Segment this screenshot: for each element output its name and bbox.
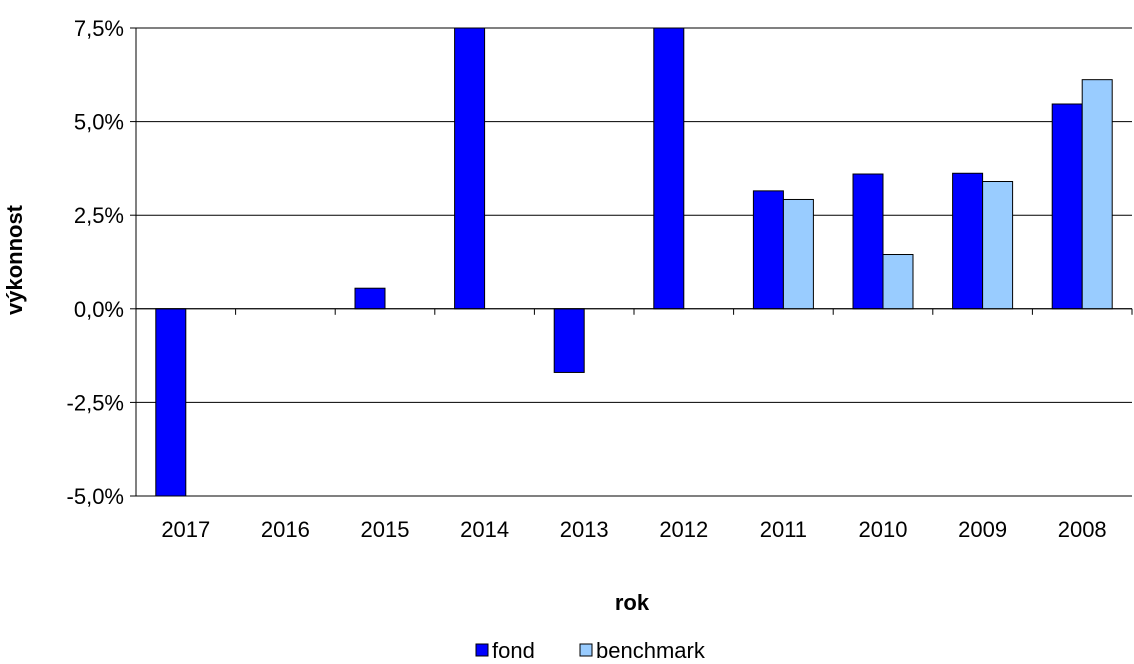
x-tick-label: 2017: [161, 517, 210, 542]
axes: [130, 27, 1133, 497]
y-tick-labels: -5,0% -2,5% 0,0% 2,5% 5,0% 7,5%: [67, 16, 124, 509]
bar-benchmark-2010: [882, 254, 914, 310]
bar-benchmark-2011: [782, 198, 814, 310]
x-tick-label: 2016: [261, 517, 310, 542]
bar-fond-2013: [553, 308, 585, 373]
x-tick-label: 2008: [1058, 517, 1107, 542]
bar-benchmark-2008: [1081, 79, 1113, 310]
bar-fond-2009: [952, 172, 984, 310]
bar-fond-2014: [454, 27, 486, 310]
x-tick-label: 2012: [659, 517, 708, 542]
y-tick-label: 0,0%: [74, 297, 124, 322]
legend-swatch-fond: [475, 643, 489, 657]
x-tick-labels: 2017 2016 2015 2014 2013 2012 2011 2010 2009 2008: [161, 517, 1106, 542]
bar-fond-2012: [653, 27, 685, 310]
legend-label-benchmark: benchmark: [596, 638, 706, 663]
x-tick-label: 2014: [460, 517, 509, 542]
y-tick-label: -2,5%: [67, 390, 124, 415]
bar-benchmark-2009: [982, 181, 1014, 310]
y-tick-label: 7,5%: [74, 16, 124, 41]
y-tick-label: 5,0%: [74, 110, 124, 135]
y-tick-label: 2,5%: [74, 203, 124, 228]
legend-swatch-benchmark: [579, 643, 593, 657]
y-tick-label: -5,0%: [67, 484, 124, 509]
y-axis-title: výkonnost: [2, 204, 27, 315]
legend: fond benchmark: [475, 638, 706, 663]
bar-fond-2011: [752, 190, 784, 310]
x-tick-label: 2010: [859, 517, 908, 542]
bar-fond-2015: [354, 287, 386, 310]
x-tick-label: 2013: [560, 517, 609, 542]
bar-fond-2008: [1051, 103, 1083, 310]
x-tick-label: 2011: [760, 517, 807, 542]
x-tick-label: 2009: [958, 517, 1007, 542]
x-tick-label: 2015: [361, 517, 410, 542]
x-axis-title: rok: [615, 590, 650, 615]
bar-fond-2010: [852, 173, 884, 310]
bars: [155, 27, 1113, 497]
legend-label-fond: fond: [492, 638, 535, 663]
bar-fond-2017: [155, 308, 187, 497]
